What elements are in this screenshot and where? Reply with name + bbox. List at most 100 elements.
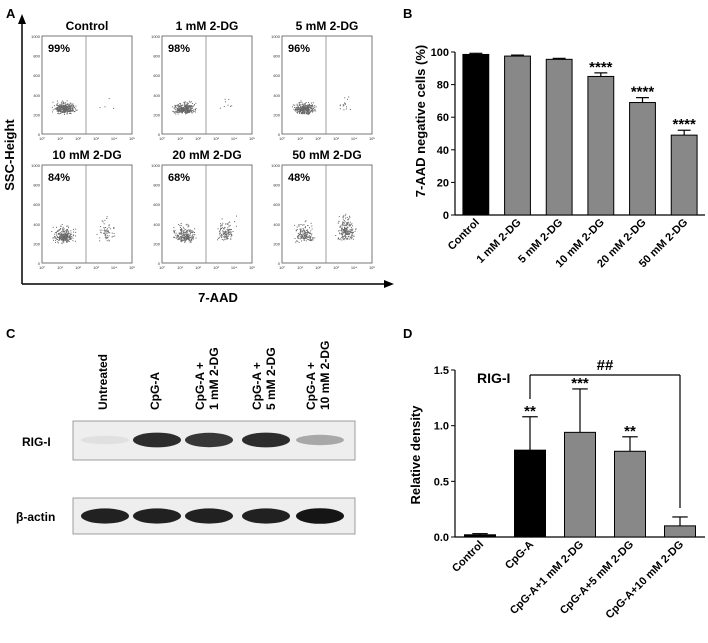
flow-y-tick: 0 bbox=[38, 132, 41, 137]
flow-y-tick: 400 bbox=[273, 222, 280, 227]
blot-band-rig-i bbox=[81, 435, 129, 445]
bar-cpg-a-10-mm-2-dg bbox=[664, 525, 696, 538]
panel-a: SSC-Height 7-AAD Control 99% 0 200 400 600 800… bbox=[2, 14, 394, 305]
flow-y-tick: 600 bbox=[153, 73, 160, 78]
flow-plot-frame bbox=[41, 35, 133, 135]
flow-y-tick: 600 bbox=[273, 73, 280, 78]
flow-y-tick: 0 bbox=[158, 132, 161, 137]
flow-x-tick: 10⁵ bbox=[249, 265, 255, 270]
flow-plot-frame bbox=[281, 164, 373, 264]
flow-x-tick: 10⁵ bbox=[129, 265, 135, 270]
panel-a-x-arrowhead bbox=[384, 280, 394, 288]
lane-label-cpg-a-5-mm-2-dg: CpG-A + bbox=[250, 362, 264, 410]
flow-y-tick: 200 bbox=[273, 241, 280, 246]
significance-label: **** bbox=[672, 116, 696, 133]
flow-y-tick: 400 bbox=[153, 222, 160, 227]
flow-x-tick: 10¹ bbox=[177, 265, 183, 270]
y-tick-label: 0 bbox=[443, 210, 449, 222]
bar-control bbox=[462, 53, 490, 216]
y-tick-label: 60 bbox=[437, 112, 449, 124]
flow-y-tick: 1000 bbox=[151, 163, 161, 168]
flow-plot-percent: 96% bbox=[288, 43, 310, 55]
flow-plot-frame bbox=[281, 35, 373, 135]
flow-plot-percent: 68% bbox=[168, 172, 190, 184]
flow-y-tick: 0 bbox=[38, 261, 41, 266]
panel-letter-b: B bbox=[403, 6, 412, 21]
flow-y-tick: 600 bbox=[273, 202, 280, 207]
flow-y-tick: 600 bbox=[33, 202, 40, 207]
flow-y-tick: 800 bbox=[273, 54, 280, 59]
lane-label-cpg-a-1-mm-2-dg: 1 mM 2-DG bbox=[207, 347, 221, 410]
bar-cpg-a bbox=[514, 449, 546, 538]
bar-cpg-a-5-mm-2-dg bbox=[614, 450, 646, 538]
flow-x-tick: 10⁵ bbox=[369, 136, 375, 141]
flow-events bbox=[51, 98, 115, 115]
flow-y-tick: 800 bbox=[273, 183, 280, 188]
flow-y-tick: 800 bbox=[153, 54, 160, 59]
lane-label-cpg-a-10-mm-2-dg: CpG-A + bbox=[304, 362, 318, 410]
flow-x-tick: 10⁴ bbox=[351, 265, 357, 270]
x-tick-label: Control bbox=[446, 217, 482, 253]
lane-label-cpg-a: CpG-A bbox=[148, 372, 162, 410]
flow-x-tick: 10² bbox=[315, 136, 321, 141]
panel-c: Untreated CpG-A CpG-A +1 mM 2-DG CpG-A +5 m… bbox=[16, 341, 356, 535]
significance-label: **** bbox=[589, 59, 613, 76]
y-tick-label: 40 bbox=[437, 145, 449, 157]
blot-band-actin bbox=[81, 508, 129, 524]
x-tick-label: Control bbox=[450, 539, 486, 575]
flow-y-tick: 600 bbox=[153, 202, 160, 207]
blot-band-actin bbox=[242, 508, 290, 524]
flow-plot-control: Control 99% 0 200 400 600 800 1000 10⁰ 10¹ 10² 10³ 1… bbox=[31, 19, 135, 141]
panel-a-ylabel: SSC-Height bbox=[2, 119, 17, 191]
flow-x-tick: 10² bbox=[75, 265, 81, 270]
flow-y-tick: 0 bbox=[278, 261, 281, 266]
significance-label: ** bbox=[524, 403, 536, 420]
flow-plot-frame bbox=[161, 35, 253, 135]
flow-plot-5-mm-2-dg: 5 mM 2-DG 96% 0 200 400 600 800 1000 10⁰ 10¹ 10² 10… bbox=[271, 19, 375, 141]
bar-cpg-a-1-mm-2-dg bbox=[564, 431, 596, 538]
panel-a-xlabel: 7-AAD bbox=[198, 290, 238, 305]
bar-1-mm-2-dg bbox=[504, 55, 531, 216]
y-tick-label: 1.0 bbox=[434, 421, 449, 433]
flow-y-tick: 800 bbox=[153, 183, 160, 188]
blot-band-rig-i bbox=[242, 432, 290, 448]
flow-plot-percent: 99% bbox=[48, 43, 70, 55]
flow-y-tick: 800 bbox=[33, 54, 40, 59]
flow-plot-10-mm-2-dg: 10 mM 2-DG 84% 0 200 400 600 800 1000 10⁰ 10¹ 10² 1… bbox=[31, 148, 135, 270]
bar-control bbox=[464, 534, 496, 538]
bar-10-mm-2-dg bbox=[587, 75, 615, 216]
flow-x-tick: 10² bbox=[195, 136, 201, 141]
flow-y-tick: 200 bbox=[273, 112, 280, 117]
panel-d: Relative density RIG-I 0.0 0.5 1.0 1.5 Contr… bbox=[408, 357, 705, 621]
flow-events bbox=[172, 98, 233, 115]
significance-label: *** bbox=[571, 375, 589, 392]
flow-y-tick: 200 bbox=[153, 241, 160, 246]
flow-x-tick: 10⁴ bbox=[111, 265, 117, 270]
band-label-rig-i: RIG-I bbox=[22, 435, 51, 449]
flow-x-tick: 10⁵ bbox=[129, 136, 135, 141]
flow-events bbox=[173, 215, 237, 243]
bar-20-mm-2-dg bbox=[629, 102, 656, 216]
flow-plot-percent: 48% bbox=[288, 172, 310, 184]
panel-d-title: RIG-I bbox=[477, 370, 510, 386]
flow-y-tick: 600 bbox=[33, 73, 40, 78]
flow-plot-percent: 98% bbox=[168, 43, 190, 55]
bar-50-mm-2-dg bbox=[670, 134, 698, 216]
flow-y-tick: 400 bbox=[33, 222, 40, 227]
flow-plot-1-mm-2-dg: 1 mM 2-DG 98% 0 200 400 600 800 1000 10⁰ 10¹ 10² 10… bbox=[151, 19, 255, 141]
significance-label: **** bbox=[631, 84, 655, 101]
flow-x-tick: 10⁴ bbox=[231, 265, 237, 270]
y-tick-label: 1.5 bbox=[434, 365, 449, 377]
flow-plot-title: 1 mM 2-DG bbox=[176, 19, 239, 33]
y-tick-label: 20 bbox=[437, 177, 449, 189]
bracket-label: ## bbox=[597, 357, 614, 374]
flow-x-tick: 10¹ bbox=[57, 136, 63, 141]
bar-5-mm-2-dg bbox=[545, 58, 573, 216]
flow-x-tick: 10⁰ bbox=[159, 136, 165, 141]
flow-x-tick: 10³ bbox=[93, 265, 99, 270]
flow-x-tick: 10⁴ bbox=[111, 136, 117, 141]
flow-x-tick: 10² bbox=[195, 265, 201, 270]
panel-d-ylabel: Relative density bbox=[408, 405, 423, 505]
flow-x-tick: 10⁰ bbox=[39, 265, 45, 270]
